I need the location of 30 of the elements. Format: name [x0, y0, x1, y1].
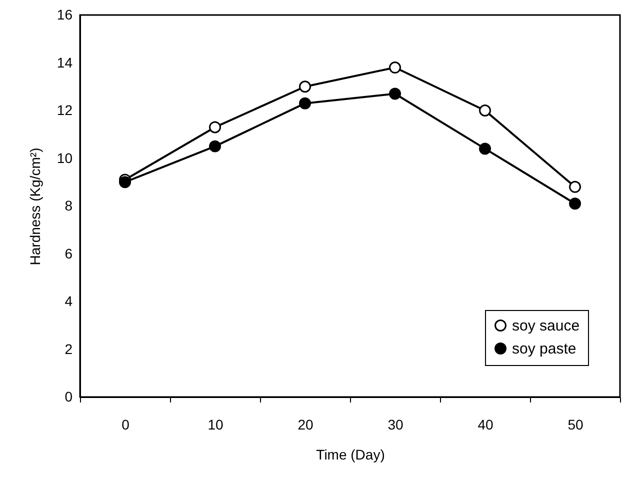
- y-tick-label: 16: [56, 6, 73, 22]
- x-tick-label: 10: [208, 416, 224, 432]
- x-tick-label: 30: [388, 416, 404, 432]
- point: [209, 121, 221, 134]
- point: [389, 88, 401, 100]
- point: [569, 198, 581, 210]
- legend-label: soy sauce: [512, 318, 580, 334]
- y-tick-label: 8: [64, 198, 73, 214]
- point: [119, 176, 131, 188]
- point: [389, 62, 401, 74]
- y-tick-label: 14: [56, 54, 73, 70]
- y-tick-label: 4: [64, 293, 73, 309]
- point: [569, 180, 581, 193]
- y-tick-label: 0: [64, 388, 73, 404]
- y-axis-title: Hardness (Kg/cm²): [26, 148, 43, 266]
- point: [209, 140, 221, 152]
- point: [299, 97, 311, 110]
- x-tick-label: 40: [478, 416, 494, 432]
- x-tick-label: 20: [298, 416, 314, 432]
- y-tick-label: 6: [64, 245, 73, 262]
- x-tick-label: 50: [568, 416, 584, 432]
- y-tick-label: 12: [56, 102, 73, 118]
- point: [299, 80, 311, 93]
- legend-label: soy paste: [512, 340, 576, 358]
- y-tick-label: 10: [56, 150, 73, 166]
- point: [479, 104, 491, 116]
- y-tick-label: 2: [64, 340, 73, 357]
- x-axis-title: Time (Day): [316, 446, 385, 462]
- point: [479, 142, 491, 155]
- x-tick-label: 0: [122, 416, 130, 432]
